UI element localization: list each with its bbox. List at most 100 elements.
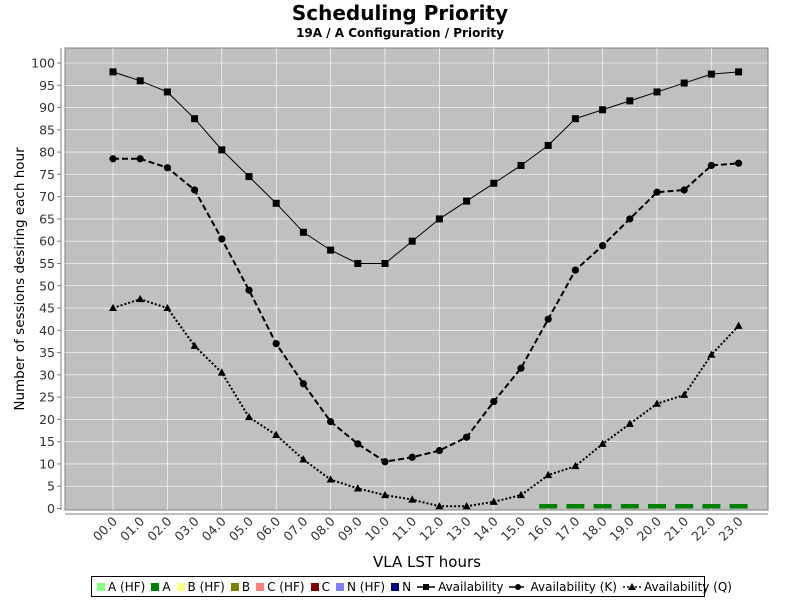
x-tick-label: 19.0: [607, 513, 637, 543]
legend-item: B: [230, 579, 251, 594]
data-point: [408, 453, 416, 461]
y-tick-label: 20: [39, 412, 55, 427]
y-axis-label: Number of sessions desiring each hour: [12, 147, 28, 411]
data-point: [517, 364, 525, 372]
y-tick-label: 15: [39, 434, 55, 449]
legend-item: C (HF): [256, 579, 305, 594]
y-tick-label: 60: [39, 234, 55, 249]
data-point: [272, 340, 280, 348]
data-point: [299, 455, 308, 463]
data-point: [571, 266, 580, 274]
data-point: [218, 235, 226, 243]
legend-item: Availability (Q): [622, 579, 732, 594]
y-tick-label: 95: [39, 78, 55, 93]
legend-swatch: [310, 582, 319, 591]
legend-label: N: [402, 579, 412, 594]
data-point: [463, 197, 471, 205]
data-point: [599, 106, 607, 114]
legend-item: C: [310, 579, 330, 594]
y-tick-label: 65: [39, 211, 55, 226]
data-point: [136, 294, 145, 303]
legend-swatch: [335, 582, 344, 591]
legend-swatch: [391, 582, 400, 591]
data-point: [517, 490, 525, 499]
legend-label: A (HF): [108, 579, 146, 594]
bar: [593, 504, 612, 509]
data-point: [109, 155, 117, 163]
data-point: [299, 380, 307, 388]
data-point: [408, 495, 417, 503]
bar: [620, 504, 639, 509]
bar: [539, 504, 558, 509]
data-point: [625, 419, 634, 427]
data-point: [680, 79, 688, 87]
data-point: [544, 315, 552, 323]
y-tick-label: 30: [39, 367, 55, 382]
line-series: [109, 68, 743, 510]
legend-item: Availability: [417, 580, 503, 594]
x-tick-label: 04.0: [199, 513, 229, 543]
x-tick-label: 05.0: [226, 513, 256, 543]
y-axis: 0 5 10 15 20 25 30 35 40 45 50 55 60 65 70 75 80 85 90 95 10…: [31, 48, 62, 516]
data-point: [136, 77, 144, 85]
chart-area: 0 5 10 15 20 25 30 35 40 45 50 55 60 65 70 75 80 85 90 95 10…: [12, 47, 769, 571]
x-tick-label: 17.0: [552, 513, 582, 543]
data-point: [381, 490, 389, 499]
y-tick-label: 90: [39, 100, 55, 115]
y-tick-label: 75: [39, 167, 55, 182]
legend-swatch: [230, 582, 239, 591]
x-tick-label: 18.0: [579, 513, 609, 543]
data-point: [326, 475, 335, 483]
data-point: [598, 439, 607, 447]
legend-label: B: [241, 579, 251, 594]
y-tick-label: 35: [39, 345, 55, 360]
data-point: [109, 303, 117, 312]
x-tick-label: 03.0: [171, 513, 201, 543]
data-point: [489, 497, 498, 505]
bar: [566, 504, 585, 509]
x-tick-label: 06.0: [253, 513, 283, 543]
legend-label: C: [321, 579, 330, 594]
data-point: [136, 155, 144, 163]
data-point: [653, 399, 661, 407]
bar: [648, 504, 666, 509]
data-point: [245, 286, 253, 294]
x-tick-label: 23.0: [715, 513, 745, 543]
data-point: [435, 215, 443, 223]
data-point: [354, 259, 362, 267]
data-point: [327, 246, 335, 254]
legend-label: C (HF): [267, 579, 305, 594]
y-tick-label: 50: [39, 278, 55, 293]
plot-background: [64, 47, 769, 511]
data-point: [299, 228, 307, 236]
y-tick-label: 80: [39, 145, 55, 160]
legend-label: Availability (Q): [643, 579, 732, 594]
x-tick-label: 15.0: [498, 513, 528, 543]
y-tick-label: 40: [39, 323, 55, 338]
chart-title: Scheduling Priority: [291, 1, 509, 25]
data-point: [163, 164, 171, 172]
data-point: [381, 259, 389, 267]
data-point: [462, 502, 471, 510]
data-point: [435, 446, 443, 455]
data-point: [218, 146, 226, 154]
data-point: [245, 173, 253, 181]
legend-swatch: [176, 582, 185, 591]
data-point: [191, 115, 199, 123]
x-tick-label: 21.0: [661, 513, 691, 543]
x-tick-label: 20.0: [634, 513, 664, 543]
x-tick-label: 08.0: [307, 513, 337, 543]
data-point: [571, 461, 580, 470]
data-point: [217, 368, 226, 376]
data-point: [353, 484, 362, 492]
chart-legend: A (HF) A B (HF) B C (HF) C N (HF) N Availability…: [91, 576, 732, 597]
legend-swatch: [97, 582, 105, 591]
data-point: [680, 186, 688, 194]
x-tick-label: 00.0: [90, 513, 120, 543]
data-point: [707, 70, 715, 78]
legend-swatch: [151, 582, 160, 591]
series-line: [112, 71, 739, 264]
data-point: [327, 418, 335, 426]
data-point: [190, 341, 199, 349]
data-point: [544, 470, 553, 479]
